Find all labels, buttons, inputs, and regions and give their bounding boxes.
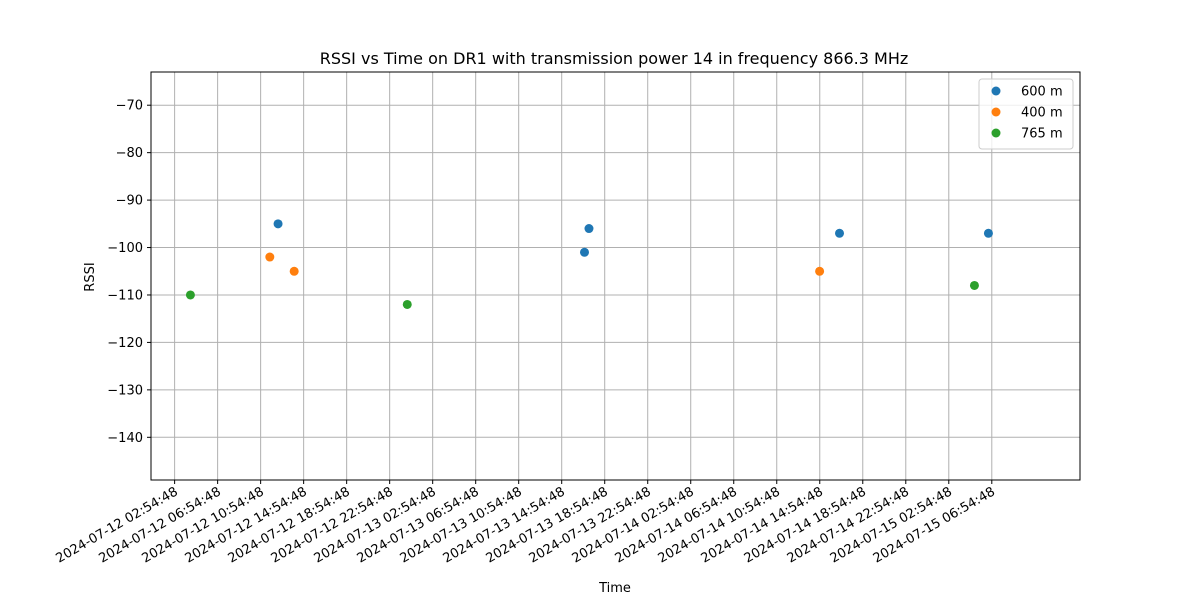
y-tick-label: −110 bbox=[107, 288, 143, 303]
grid bbox=[151, 72, 1080, 480]
y-tick-label: −100 bbox=[107, 241, 143, 256]
data-point bbox=[983, 228, 993, 238]
legend: 600 m 400 m 765 m bbox=[978, 78, 1074, 150]
x-axis-label: Time bbox=[598, 581, 631, 596]
data-point bbox=[579, 247, 589, 257]
chart-title: RSSI vs Time on DR1 with transmission po… bbox=[320, 49, 909, 68]
series-400-m bbox=[265, 252, 825, 276]
legend-box bbox=[978, 78, 1074, 150]
y-tick-label: −80 bbox=[116, 146, 143, 161]
data-point bbox=[815, 266, 825, 276]
plot-area bbox=[150, 71, 1081, 481]
legend-marker bbox=[991, 107, 1001, 117]
data-point bbox=[185, 290, 195, 300]
y-axis: −70 −80 −90 −100 −110 −120 −130 −140 bbox=[107, 99, 151, 446]
legend-marker bbox=[991, 128, 1001, 138]
data-point bbox=[969, 280, 979, 290]
data-point bbox=[584, 224, 594, 234]
y-axis-label: RSSI bbox=[83, 262, 98, 291]
legend-label: 400 m bbox=[1021, 106, 1063, 121]
y-tick-label: −90 bbox=[116, 194, 143, 209]
y-tick-label: −140 bbox=[107, 431, 143, 446]
series-600-m bbox=[273, 219, 993, 257]
series-765-m bbox=[185, 280, 979, 309]
data-point bbox=[835, 228, 845, 238]
legend-label: 600 m bbox=[1021, 85, 1063, 100]
legend-label: 765 m bbox=[1021, 127, 1063, 142]
y-tick-label: −120 bbox=[107, 336, 143, 351]
y-tick-label: −130 bbox=[107, 383, 143, 398]
data-point bbox=[273, 219, 283, 229]
legend-marker bbox=[991, 86, 1001, 96]
data-point bbox=[265, 252, 275, 262]
data-point bbox=[289, 266, 299, 276]
data-point bbox=[402, 299, 412, 309]
data-points bbox=[185, 219, 993, 309]
y-tick-label: −70 bbox=[116, 99, 143, 114]
